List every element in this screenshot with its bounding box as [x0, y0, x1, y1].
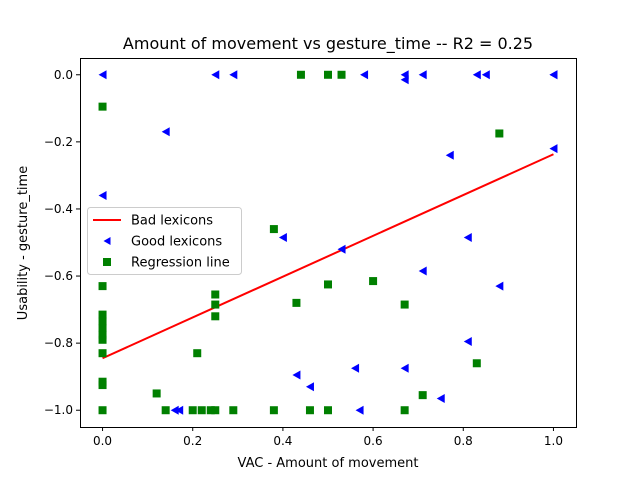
regression-point — [324, 280, 332, 289]
good-lexicon-point — [98, 191, 107, 201]
regression-point — [296, 70, 305, 79]
regression-point — [188, 406, 197, 415]
regression-point — [369, 277, 378, 286]
regression-point — [324, 70, 332, 79]
good-lexicon-point — [278, 232, 287, 242]
regression-point — [98, 406, 107, 415]
regression-point — [400, 300, 409, 309]
good-lexicon-point — [418, 266, 427, 276]
regression-point — [472, 359, 481, 368]
regression-point — [98, 381, 107, 390]
good-lexicon-point — [360, 70, 369, 80]
regression-point — [193, 349, 202, 358]
good-lexicon-point — [418, 70, 427, 80]
regression-point — [211, 406, 220, 415]
good-lexicon-point — [175, 405, 184, 415]
regression-point — [197, 406, 206, 415]
regression-point — [495, 129, 504, 138]
regression-point — [161, 406, 170, 415]
plot-area — [98, 70, 558, 415]
good-lexicon-point — [211, 70, 220, 80]
chart-title: Amount of movement vs gesture_time -- R2… — [123, 34, 533, 54]
good-lexicon-point — [495, 281, 504, 291]
good-lexicon-point — [170, 405, 179, 415]
y-tick-label: −0.8 — [44, 336, 73, 350]
regression-point — [98, 102, 107, 111]
good-lexicon-point — [351, 363, 360, 373]
good-lexicon-point — [472, 70, 481, 80]
good-lexicon-point — [337, 244, 346, 254]
regression-point — [98, 317, 107, 326]
x-tick-label: 0.6 — [364, 434, 383, 448]
y-tick-label: −0.4 — [44, 202, 73, 216]
good-lexicon-point — [305, 382, 314, 392]
legend-label-good-lexicons: Good lexicons — [131, 235, 222, 250]
x-tick-label: 0.2 — [183, 434, 202, 448]
regression-point — [98, 310, 107, 319]
good-lexicon-point — [549, 144, 558, 154]
good-lexicon-point — [549, 70, 558, 80]
regression-point — [269, 406, 278, 415]
good-lexicon-point — [463, 232, 472, 242]
good-lexicon-point — [436, 393, 445, 403]
good-lexicon-point — [463, 336, 472, 346]
x-tick-label: 1.0 — [544, 434, 563, 448]
regression-point — [269, 225, 278, 234]
y-tick-label: 0.0 — [54, 68, 73, 82]
y-tick-label: −1.0 — [44, 403, 73, 417]
x-tick-label: 0.4 — [273, 434, 292, 448]
legend-label-bad-lexicons: Bad lexicons — [131, 214, 213, 229]
regression-point — [211, 290, 220, 299]
regression-point — [98, 335, 107, 344]
good-lexicon-point — [292, 370, 301, 380]
legend-square-swatch — [103, 258, 111, 266]
good-lexicon-point — [400, 363, 409, 373]
regression-point — [152, 389, 161, 398]
regression-point — [337, 70, 346, 79]
regression-point — [324, 406, 332, 415]
y-tick-label: −0.6 — [44, 269, 73, 283]
regression-point — [305, 406, 314, 415]
x-tick-label: 0.8 — [454, 434, 473, 448]
regression-point — [400, 406, 409, 415]
good-lexicon-point — [445, 150, 454, 160]
y-axis-label: Usability - gesture_time — [16, 166, 31, 320]
regression-point — [292, 298, 301, 307]
plot-frame — [80, 58, 577, 428]
good-lexicon-point — [161, 127, 170, 137]
good-lexicon-point — [481, 70, 490, 80]
axis-ticks: 0.0 0.2 0.4 0.6 0.8 1.0 0.0 −0.2 −0.4 −0.6 −0.8 −1.… — [44, 68, 563, 448]
regression-point — [211, 300, 220, 309]
regression-point — [418, 391, 427, 400]
legend-triangle-swatch — [103, 237, 111, 245]
regression-point — [98, 324, 107, 333]
regression-point — [98, 282, 107, 291]
good-lexicon-point — [400, 75, 409, 85]
regression-point — [206, 406, 215, 415]
good-lexicon-point — [98, 70, 107, 80]
legend-box — [87, 207, 242, 275]
x-tick-label: 0.0 — [93, 434, 112, 448]
regression-point — [229, 406, 238, 415]
regression-line — [102, 153, 554, 360]
x-axis-label: VAC - Amount of movement — [238, 456, 419, 471]
legend: Bad lexicons Good lexicons Regression li… — [87, 207, 242, 275]
good-lexicon-point — [229, 70, 238, 80]
y-tick-label: −0.2 — [44, 135, 73, 149]
good-lexicon-point — [355, 405, 364, 415]
legend-label-regression-line: Regression line — [131, 256, 230, 271]
regression-point — [98, 330, 107, 339]
regression-point — [211, 312, 220, 321]
regression-point — [98, 349, 107, 358]
